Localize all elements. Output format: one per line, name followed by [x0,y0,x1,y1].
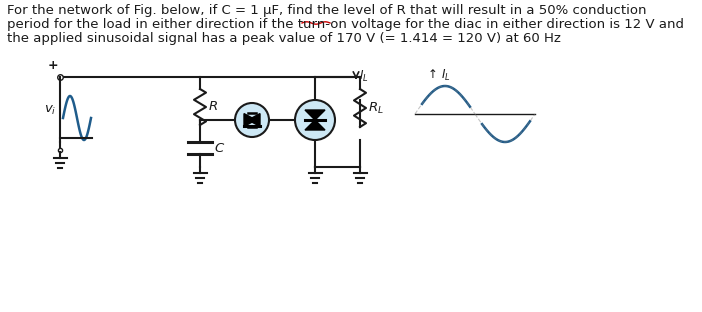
Circle shape [235,103,269,137]
Text: period for the load in either direction if the turn-on voltage for the diac in e: period for the load in either direction … [7,18,684,31]
Text: R: R [209,100,218,114]
Text: For the network of Fig. below, if C = 1 μF, find the level of R that will result: For the network of Fig. below, if C = 1 … [7,4,647,17]
Polygon shape [248,114,260,126]
Text: +: + [48,59,58,72]
Text: $v_i$: $v_i$ [44,104,56,117]
Text: $R_L$: $R_L$ [368,100,384,115]
Text: $I_L$: $I_L$ [359,68,369,84]
Polygon shape [244,114,256,126]
Text: $\uparrow\,I_L$: $\uparrow\,I_L$ [425,67,451,83]
Polygon shape [305,110,325,120]
Text: the applied sinusoidal signal has a peak value of 170 V (= 1.414 = 120 V) at 60 : the applied sinusoidal signal has a peak… [7,32,561,45]
Text: C: C [214,142,223,154]
Circle shape [295,100,335,140]
Polygon shape [305,120,325,130]
